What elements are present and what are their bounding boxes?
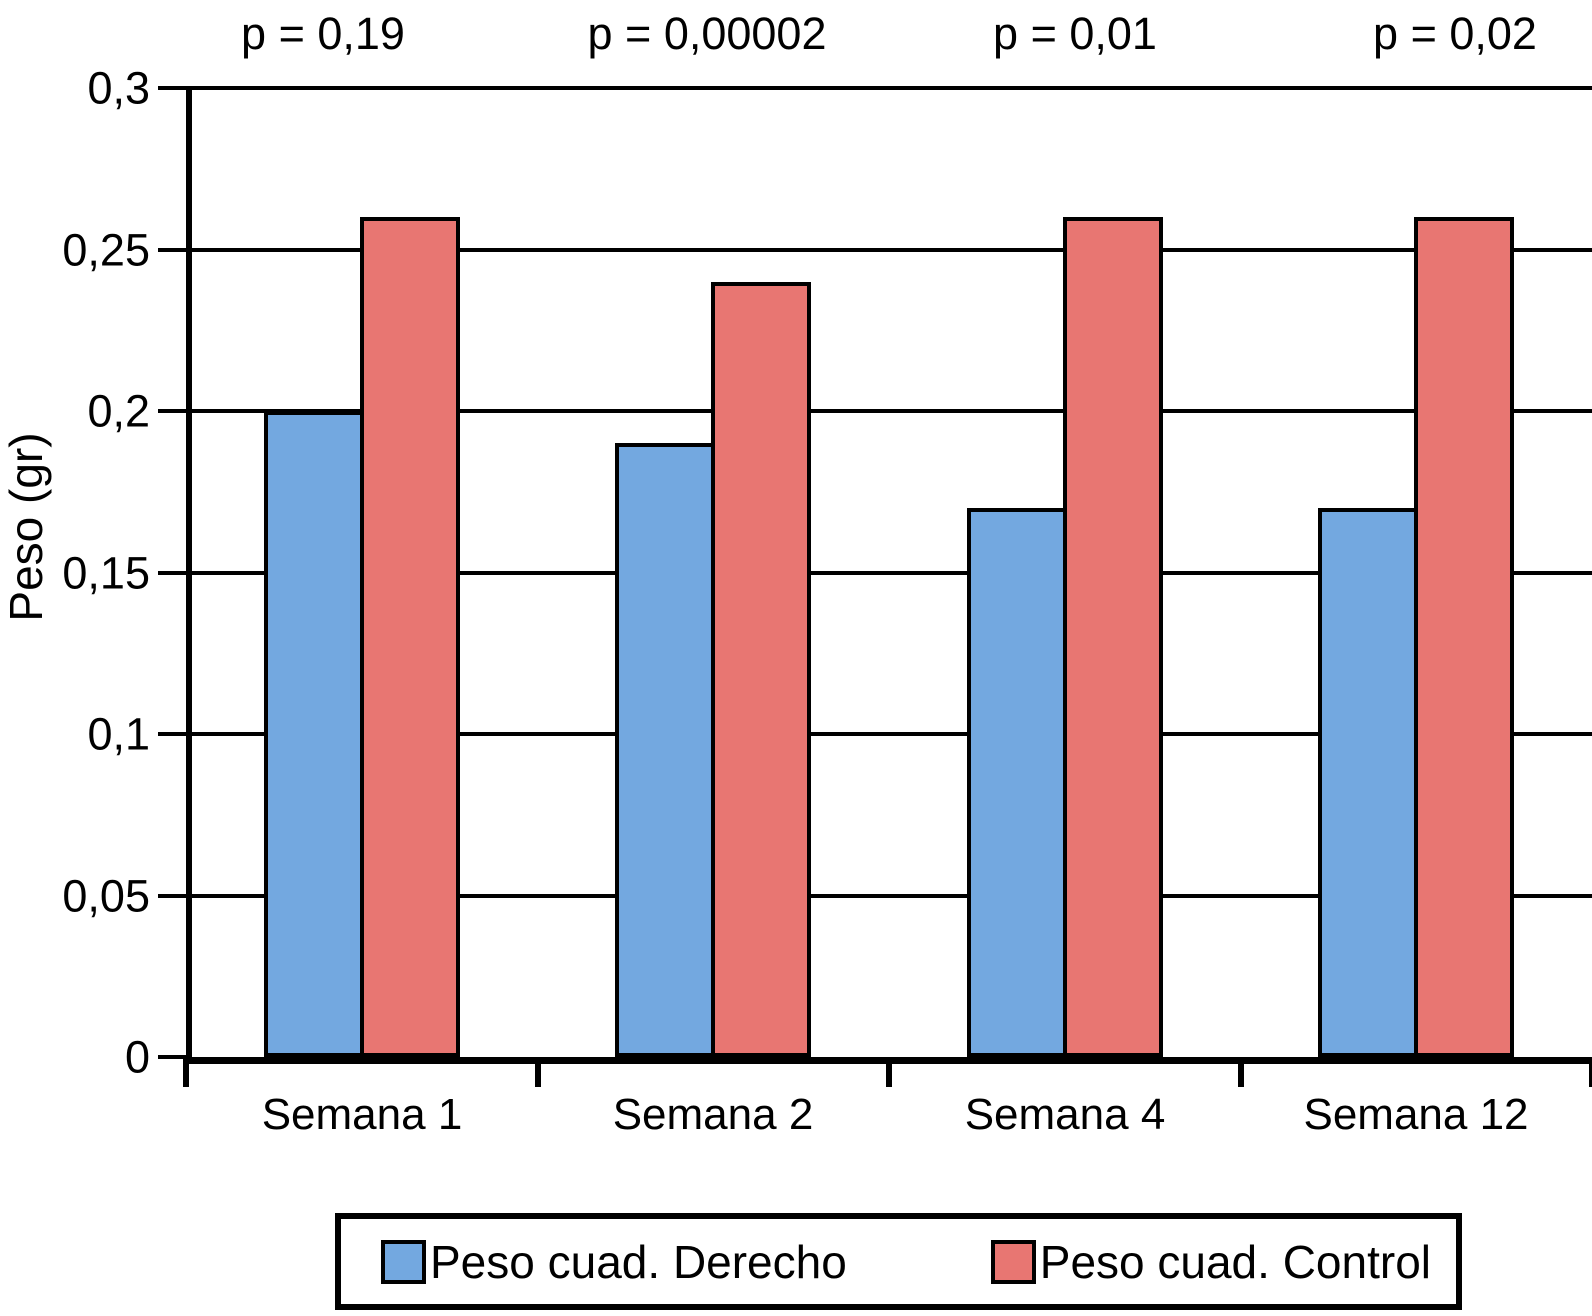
bar-peso-control — [359, 217, 460, 1057]
legend-swatch-control — [990, 1239, 1036, 1284]
y-axis-tick-label: 0,05 — [62, 870, 150, 922]
x-axis-tick — [534, 1057, 541, 1087]
gridline — [186, 247, 1592, 252]
gridline — [186, 86, 1592, 90]
bar-peso-control — [1062, 217, 1163, 1057]
bar-group-semana-2 — [538, 88, 890, 1057]
bar-peso-control — [711, 281, 812, 1057]
legend-label: Peso cuad. Derecho — [430, 1235, 847, 1288]
legend-item-control: Peso cuad. Control — [990, 1235, 1431, 1289]
x-axis-category-label: Semana 12 — [1303, 1090, 1529, 1139]
bar-peso-derecho — [966, 507, 1067, 1057]
bar-group-semana-1 — [186, 88, 538, 1057]
plot-area: 0 0,05 0,1 0,15 0,2 0,25 0,3 — [62, 66, 1592, 1087]
legend-swatch-derecho — [381, 1239, 426, 1284]
x-axis-category-label: Semana 1 — [261, 1090, 463, 1139]
y-axis-tick-label: 0 — [124, 1031, 150, 1083]
bar-group-semana-4 — [889, 88, 1241, 1057]
y-axis-tick — [158, 247, 192, 252]
y-axis-line — [186, 88, 192, 1064]
x-axis-tick — [886, 1057, 892, 1087]
y-axis-tick-label: 0,25 — [62, 224, 150, 275]
y-axis-tick-label: 0,3 — [87, 62, 150, 114]
p-value-annotation: p = 0,19 — [241, 8, 405, 59]
x-axis-tick — [183, 1057, 189, 1087]
x-axis-tick — [1237, 1057, 1244, 1087]
bar-group-semana-12 — [1241, 88, 1592, 1057]
gridline — [186, 409, 1592, 414]
x-axis-category-label: Semana 2 — [612, 1090, 814, 1139]
gridline — [186, 732, 1592, 737]
y-axis-tick — [158, 1055, 192, 1059]
bar-peso-derecho — [263, 411, 364, 1057]
y-axis-tick — [158, 893, 192, 898]
y-axis-tick-label: 0,2 — [87, 385, 150, 437]
bar-peso-derecho — [1318, 507, 1419, 1057]
y-axis-tick-label: 0,15 — [62, 547, 150, 598]
gridline — [186, 893, 1592, 898]
y-axis-tick — [158, 732, 192, 737]
legend: Peso cuad. Derecho Peso cuad. Control — [335, 1213, 1462, 1310]
y-axis-tick — [158, 86, 192, 90]
p-value-annotation: p = 0,00002 — [587, 8, 827, 59]
y-axis-tick — [158, 570, 192, 575]
p-value-annotation: p = 0,02 — [1373, 8, 1537, 59]
p-value-annotation: p = 0,01 — [993, 8, 1157, 59]
y-axis-title: Peso (gr) — [0, 432, 52, 622]
legend-label: Peso cuad. Control — [1039, 1235, 1431, 1288]
y-axis-tick — [158, 409, 192, 414]
gridline — [186, 570, 1592, 575]
bar-peso-derecho — [615, 443, 716, 1057]
legend-item-derecho: Peso cuad. Derecho — [381, 1235, 847, 1289]
y-axis-tick-label: 0,1 — [87, 708, 150, 760]
x-axis-category-label: Semana 4 — [964, 1090, 1166, 1139]
x-axis-tick — [1589, 1057, 1592, 1087]
bar-peso-control — [1414, 217, 1515, 1057]
